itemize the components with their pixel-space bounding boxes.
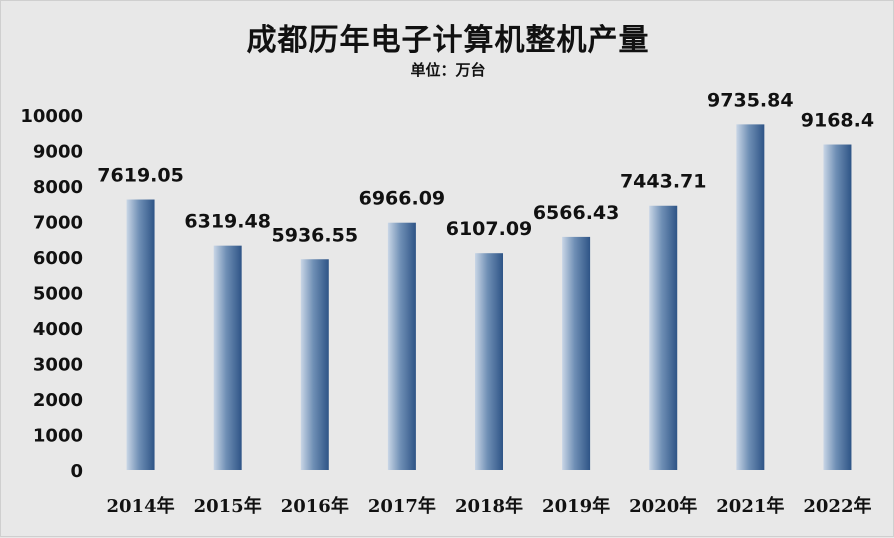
bar <box>649 205 678 470</box>
y-tick-label: 5000 <box>33 284 83 305</box>
x-tick-label: 2020年 <box>629 495 697 517</box>
x-axis: 2014年 2015年 2016年 2017年 2018年 2019年 2020年 2021年… <box>107 495 872 517</box>
y-axis: 0 1000 2000 3000 4000 5000 6000 7000 8000 9000 100… <box>20 106 83 482</box>
bar <box>300 259 329 470</box>
y-tick-label: 9000 <box>33 142 83 163</box>
data-label: 5936.55 <box>272 224 359 246</box>
data-label: 7619.05 <box>97 165 184 187</box>
y-tick-label: 4000 <box>33 319 83 340</box>
y-tick-label: 1000 <box>33 426 83 447</box>
y-tick-label: 0 <box>70 461 83 482</box>
x-tick-label: 2014年 <box>107 495 175 517</box>
x-tick-label: 2018年 <box>455 495 523 517</box>
bar <box>213 245 242 470</box>
bar <box>736 124 765 470</box>
data-label: 6966.09 <box>359 188 446 210</box>
data-label: 6107.09 <box>446 218 533 240</box>
bar <box>562 236 591 470</box>
chart-title: 成都历年电子计算机整机产量 <box>246 23 650 58</box>
data-label: 6566.43 <box>533 202 620 224</box>
data-label: 6319.48 <box>184 211 271 233</box>
y-tick-label: 10000 <box>20 106 83 127</box>
x-tick-label: 2016年 <box>281 495 349 517</box>
bar-series <box>126 124 852 471</box>
x-tick-label: 2017年 <box>368 495 436 517</box>
bar <box>387 222 416 470</box>
y-tick-label: 7000 <box>33 213 83 234</box>
x-tick-label: 2022年 <box>803 495 871 517</box>
data-label: 7443.71 <box>620 171 707 193</box>
y-tick-label: 8000 <box>33 177 83 198</box>
bar <box>475 253 503 470</box>
x-tick-label: 2015年 <box>194 495 262 517</box>
y-tick-label: 3000 <box>33 355 83 376</box>
chart-subtitle: 单位：万台 <box>410 61 486 79</box>
x-tick-label: 2021年 <box>716 495 784 517</box>
y-tick-label: 2000 <box>33 390 83 411</box>
bar <box>823 144 852 471</box>
data-label: 9735.84 <box>707 89 794 111</box>
x-tick-label: 2019年 <box>542 495 610 517</box>
data-label: 9168.4 <box>801 110 874 132</box>
data-labels: 7619.05 6319.485936.556966.096107.096566.… <box>97 89 874 246</box>
bar <box>126 199 155 470</box>
y-tick-label: 6000 <box>33 248 83 269</box>
